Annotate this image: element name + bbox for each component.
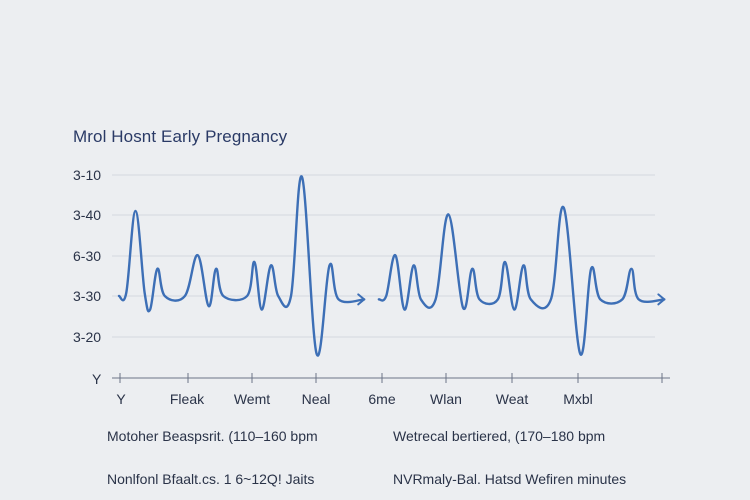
x-tick-label-0: Y xyxy=(116,391,126,407)
x-tick-label-7: Mxbl xyxy=(563,391,593,407)
heart-rate-note-1: Motoher Beaspsrit. (110–160 bpm xyxy=(107,428,318,444)
x-tick-label-1: Fleak xyxy=(170,391,205,407)
x-tick-label-5: Wlan xyxy=(430,391,462,407)
y-tick-label-0: 3-10 xyxy=(73,167,101,183)
x-tick-label-6: Weat xyxy=(496,391,529,407)
y-tick-label-1: 3-40 xyxy=(73,207,101,223)
waveform-arrow-0 xyxy=(357,293,366,306)
x-tick-label-2: Wemt xyxy=(234,391,270,407)
heart-rate-note-4: NVRmaly-Bal. Hatsd Wefiren minutes xyxy=(393,471,627,487)
y-tick-label-4: 3-20 xyxy=(73,329,101,345)
y-axis-end-label: Y xyxy=(92,371,102,387)
waveform-line-0 xyxy=(117,175,366,357)
heart-rate-note-3: Nonlfonl Bfaalt.cs. 1 6~12Q! Jaits xyxy=(107,471,315,487)
y-tick-label-2: 6-30 xyxy=(73,248,101,264)
waveform-line-1 xyxy=(377,205,666,356)
y-tick-label-3: 3-30 xyxy=(73,288,101,304)
x-tick-label-4: 6me xyxy=(368,391,395,407)
x-tick-label-3: Neal xyxy=(302,391,331,407)
heart-rate-note-2: Wetrecal bertiered, (170–180 bpm xyxy=(393,428,606,444)
chart-title: Mrol Hosnt Early Pregnancy xyxy=(73,127,288,146)
waveform-arrow-1 xyxy=(657,293,666,306)
